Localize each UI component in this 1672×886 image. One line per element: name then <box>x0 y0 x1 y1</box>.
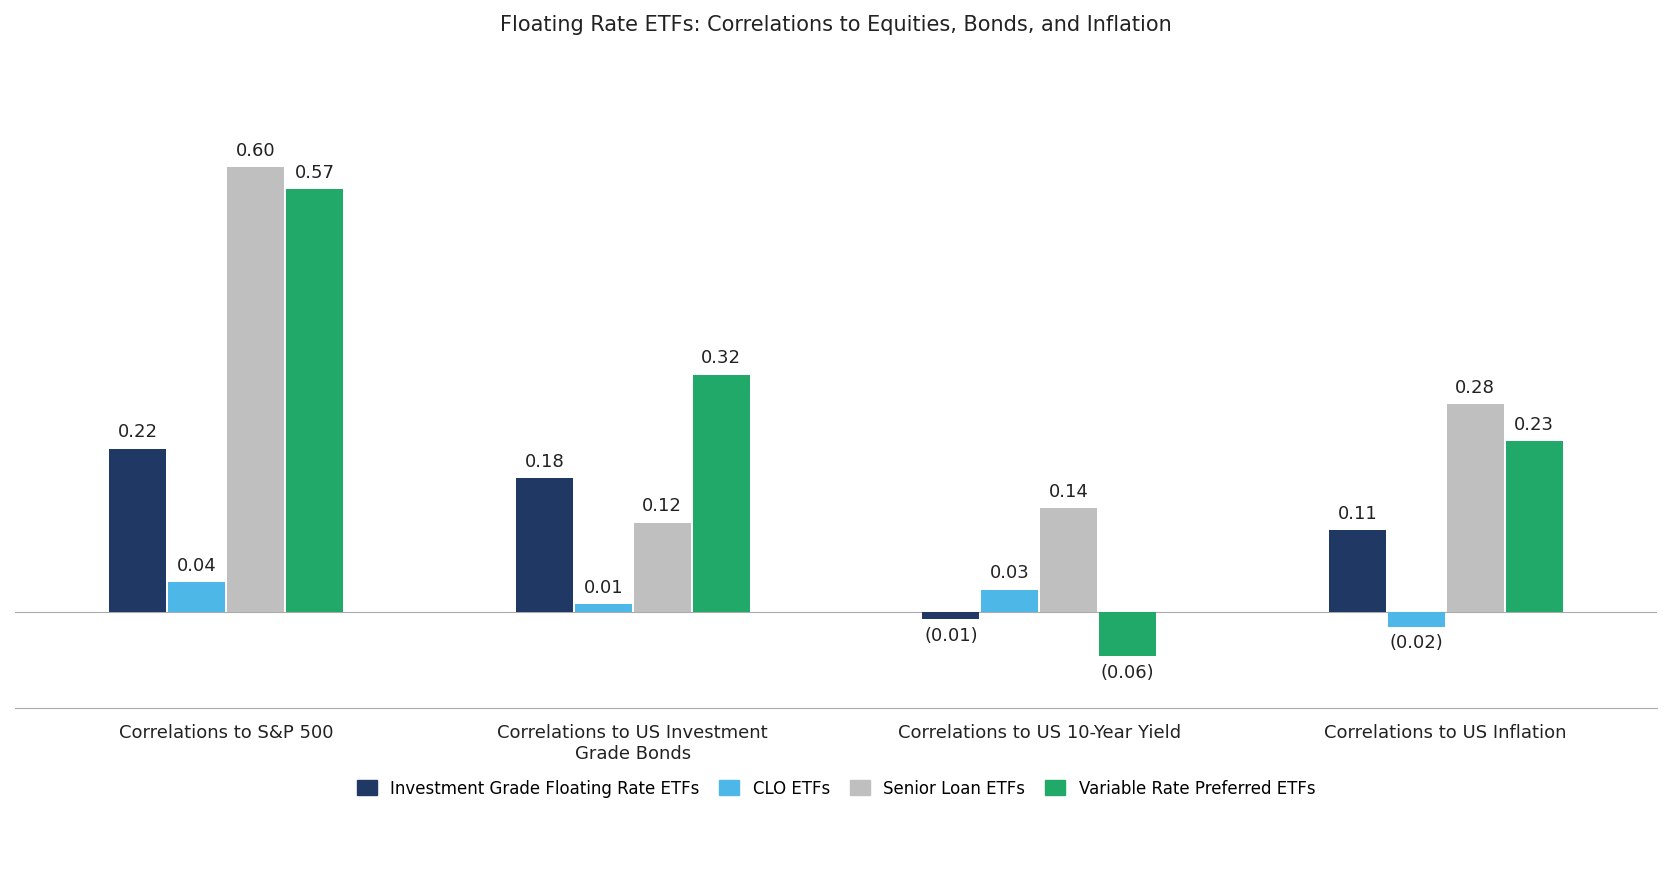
Bar <box>169 582 226 612</box>
Title: Floating Rate ETFs: Correlations to Equities, Bonds, and Inflation: Floating Rate ETFs: Correlations to Equi… <box>500 15 1172 35</box>
Bar <box>981 589 1038 612</box>
Bar <box>1329 531 1386 612</box>
Bar <box>1505 441 1563 612</box>
Bar <box>575 604 632 612</box>
Bar <box>692 375 749 612</box>
Text: 0.32: 0.32 <box>701 349 741 368</box>
Bar <box>1446 404 1503 612</box>
Bar <box>1388 612 1445 626</box>
Bar <box>1040 508 1097 612</box>
Text: 0.22: 0.22 <box>119 424 157 441</box>
Bar <box>634 523 691 612</box>
Text: 0.23: 0.23 <box>1515 416 1553 434</box>
Bar <box>109 449 167 612</box>
Text: 0.12: 0.12 <box>642 497 682 516</box>
Bar <box>1099 612 1155 657</box>
Text: (0.06): (0.06) <box>1100 664 1154 681</box>
Text: 0.28: 0.28 <box>1455 379 1495 397</box>
Text: 0.18: 0.18 <box>525 453 563 471</box>
Legend: Investment Grade Floating Rate ETFs, CLO ETFs, Senior Loan ETFs, Variable Rate P: Investment Grade Floating Rate ETFs, CLO… <box>349 773 1323 804</box>
Bar <box>227 167 284 612</box>
Bar <box>923 612 980 619</box>
Text: 0.60: 0.60 <box>236 142 276 159</box>
Text: 0.57: 0.57 <box>294 164 334 182</box>
Text: 0.01: 0.01 <box>584 579 624 597</box>
Bar <box>517 478 573 612</box>
Text: (0.01): (0.01) <box>925 626 978 645</box>
Text: (0.02): (0.02) <box>1389 634 1443 652</box>
Text: 0.11: 0.11 <box>1338 505 1378 523</box>
Text: 0.03: 0.03 <box>990 564 1030 582</box>
Text: 0.04: 0.04 <box>177 556 217 575</box>
Text: 0.14: 0.14 <box>1048 483 1088 501</box>
Bar <box>286 190 343 612</box>
